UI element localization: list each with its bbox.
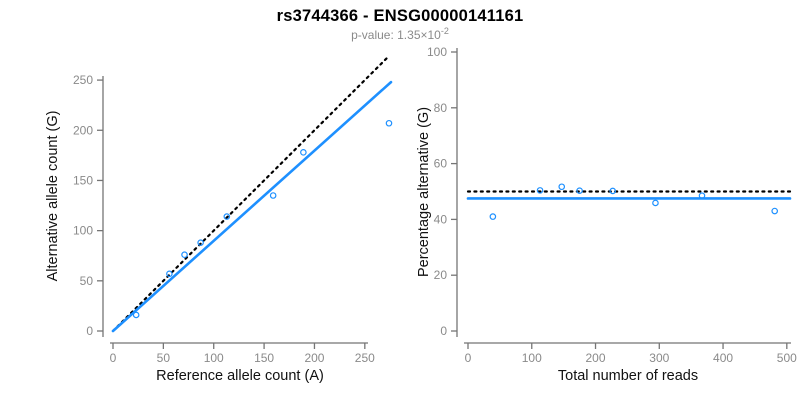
x-tick-label: 500 [777, 351, 797, 365]
x-tick-label: 200 [586, 351, 606, 365]
y-tick-label: 80 [434, 101, 448, 115]
data-point [558, 183, 566, 191]
pvalue-subtitle: p-value: 1.35×10-2 [0, 26, 800, 43]
y-tick-label: 0 [440, 324, 447, 338]
regression-line [111, 80, 393, 333]
x-tick-label: 100 [522, 351, 542, 365]
x-tick-label: 0 [110, 351, 117, 365]
y-tick-label: 200 [73, 123, 93, 137]
pvalue-text: p-value: 1.35×10 [351, 28, 441, 42]
data-point [576, 187, 583, 194]
data-point [698, 192, 706, 199]
y-tick-label: 100 [427, 45, 447, 59]
y-tick-label: 60 [434, 157, 448, 171]
y-tick-label: 50 [80, 274, 94, 288]
data-point [536, 187, 544, 194]
y-tick-label: 250 [73, 73, 93, 87]
x-axis-title: Total number of reads [558, 368, 698, 384]
y-axis-title: Alternative allele count (G) [45, 111, 61, 282]
data-point [771, 207, 778, 215]
data-point [385, 119, 393, 127]
identity-line [111, 55, 390, 333]
y-tick-label: 40 [434, 212, 448, 226]
x-tick-label: 0 [465, 351, 472, 365]
x-tick-label: 150 [254, 351, 274, 365]
data-point [181, 251, 188, 259]
data-point [652, 199, 659, 207]
data-point [489, 213, 497, 220]
y-tick-label: 20 [434, 268, 448, 282]
x-tick-label: 300 [649, 351, 669, 365]
left-plot: 0 50 100 150 200 250 0 50 100 150 200 250 Reference … [45, 55, 393, 384]
x-axis-title: Reference allele count (A) [156, 368, 324, 384]
data-point [166, 270, 173, 278]
figure-title: rs3744366 - ENSG00000141161 [276, 7, 524, 25]
y-tick-label: 0 [86, 324, 93, 338]
figure-header: rs3744366 - ENSG00000141161 p-value: 1.3… [0, 0, 800, 42]
data-point [223, 213, 231, 220]
data-point [269, 192, 277, 199]
y-axis-title: Percentage alternative (G) [416, 107, 432, 277]
y-tick-label: 150 [73, 173, 93, 187]
data-point [300, 149, 307, 156]
x-tick-label: 250 [355, 351, 375, 365]
pvalue-exponent: -2 [440, 26, 449, 36]
right-plot: 0 100 200 300 400 500 0 20 40 60 80 100 Total number… [416, 45, 797, 384]
x-tick-label: 50 [157, 351, 171, 365]
x-tick-label: 100 [204, 351, 224, 365]
data-point [609, 187, 617, 195]
data-point [197, 239, 204, 246]
x-tick-label: 200 [304, 351, 324, 365]
data-point [132, 311, 140, 319]
x-tick-label: 400 [713, 351, 733, 365]
y-tick-label: 100 [73, 224, 93, 238]
